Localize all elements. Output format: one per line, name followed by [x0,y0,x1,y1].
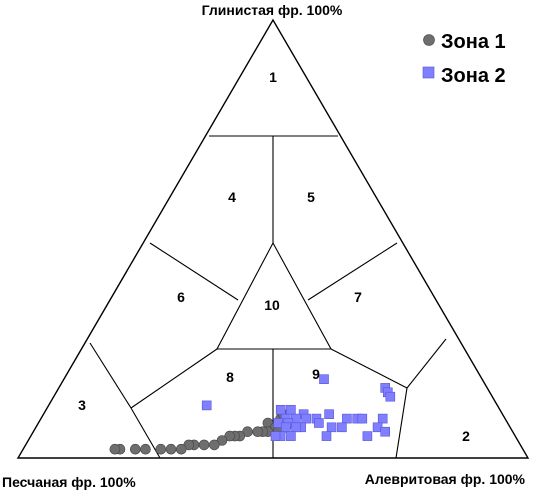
point-series-1-18 [209,439,220,451]
boundary-4 [307,242,398,301]
point-series-1-19 [198,439,210,451]
point-series-1-28 [109,443,121,455]
vertex-labels: Глинистая фр. 100% Песчаная фр. 100% Але… [2,2,526,490]
point-series-2-27 [286,431,296,441]
zone-label-3: 3 [78,397,86,413]
point-series-2-17 [314,418,324,428]
point-series-2-7 [286,404,296,415]
point-series-1-24 [155,443,167,455]
point-series-2-13 [377,413,388,424]
zone-label-7: 7 [354,289,362,305]
zone-label-5: 5 [307,189,315,205]
zone-label-9: 9 [312,366,320,382]
point-series-2-16 [301,413,311,424]
zone-label-1: 1 [269,69,277,85]
zone-label-10: 10 [264,297,280,313]
point-series-2-28 [321,431,332,441]
zone-label-8: 8 [226,369,234,385]
point-series-1-22 [175,443,187,455]
data-points [109,374,396,455]
zone-label-6: 6 [177,289,185,305]
point-series-2-9 [324,409,334,420]
zone-label-2: 2 [462,428,470,444]
boundary-5 [130,348,218,409]
point-series-2-31 [357,413,368,424]
vertex-label-right: Алевритовая фр. 100% [365,471,526,487]
point-series-2-32 [270,431,281,441]
point-series-1-26 [130,443,141,455]
legend-label-zone-2: Зона 2 [441,65,506,87]
boundary-8 [89,342,132,409]
point-series-1-23 [165,443,177,455]
point-series-2-30 [380,426,391,437]
zone-10-outline [216,241,332,350]
boundary-10 [406,338,447,389]
point-series-2-29 [362,431,373,441]
point-series-2-11 [342,413,352,424]
point-series-2-24 [280,422,291,433]
legend-marker-zone-1 [423,34,435,46]
point-series-2-22 [337,422,347,433]
point-series-2-6 [275,404,286,415]
boundary-6 [330,348,408,389]
point-series-1-12 [252,426,264,438]
point-series-1-25 [140,443,151,455]
point-series-2-1 [319,374,329,385]
point-series-2-4 [385,391,396,402]
zone-boundaries [16,18,530,459]
boundary-3 [149,242,239,301]
zone-label-4: 4 [228,189,236,205]
vertex-label-left: Песчаная фр. 100% [2,474,136,490]
legend-marker-zone-2 [422,66,435,79]
point-series-2-5 [201,400,212,411]
legend-label-zone-1: Зона 1 [441,31,506,53]
point-series-2-21 [326,422,337,433]
zone-labels: 1 2 3 4 5 6 7 8 9 10 [78,69,470,444]
boundary-9 [130,407,161,459]
legend: Зона 1 Зона 2 [422,31,506,87]
point-series-2-25 [291,422,301,433]
vertex-label-top: Глинистая фр. 100% [202,2,343,18]
boundary-11 [395,387,408,459]
